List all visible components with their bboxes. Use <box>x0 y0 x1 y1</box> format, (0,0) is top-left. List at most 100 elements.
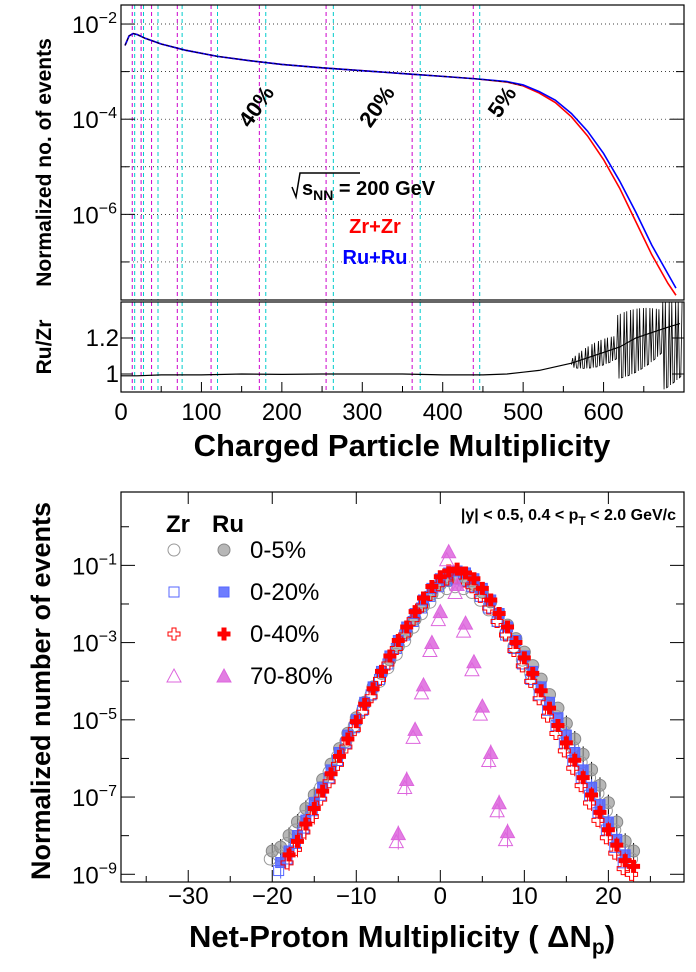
y-tick-label: 10−1 <box>72 551 117 580</box>
x-tick-label: −10 <box>336 883 377 910</box>
sqrt-symbol <box>291 172 360 200</box>
data-point-zr <box>480 752 497 768</box>
legend-marker-ru <box>216 667 232 683</box>
y-tick-label: 10−4 <box>72 105 117 134</box>
y-axis-label: Ru/Zr <box>33 320 56 375</box>
data-point-zr <box>557 744 571 758</box>
legend-label: 70-80% <box>250 663 333 690</box>
data-point-zr <box>347 723 361 737</box>
x-axis-label: Net-Proton Multiplicity ( ΔNp) <box>189 919 615 959</box>
x-tick-label: 200 <box>262 399 302 426</box>
x-axis-label: Charged Particle Multiplicity <box>194 428 612 463</box>
legend-label: 0-5% <box>250 537 306 564</box>
data-point-zr <box>532 692 546 706</box>
x-tick-label: 100 <box>181 399 221 426</box>
top-upper-panel: 10−2 10−4 10−6 Normalized no. of events 40% 2… <box>33 4 685 301</box>
data-point-zr <box>447 584 463 600</box>
ratio-noise <box>571 301 683 390</box>
x-tick-label: 10 <box>511 883 538 910</box>
data-point-zr <box>464 661 480 677</box>
legend-header-ru: Ru <box>212 511 244 538</box>
bottom-panel: Zr Ru0-5% 0-20% 0-40% 70-80% −30 −20 −10 0 10 20 10… <box>26 491 685 959</box>
x-tick-label: 0 <box>434 883 447 910</box>
data-point-zr <box>364 690 378 704</box>
data-point-zr <box>497 831 514 847</box>
legend-marker-zr <box>167 627 181 641</box>
data-point-zr <box>455 623 472 638</box>
data-point-zr <box>330 757 344 771</box>
data-point-zr <box>430 611 447 627</box>
plot-frame <box>120 301 685 393</box>
legend-box <box>155 502 360 698</box>
data-point-zr <box>388 833 405 849</box>
centrality-label: 20% <box>354 81 400 131</box>
data-point-zr <box>591 813 605 827</box>
data-point-zr <box>541 709 555 723</box>
data-point-zr <box>490 614 504 628</box>
data-point-zr <box>280 856 294 870</box>
data-point-zr <box>288 842 302 856</box>
legend-marker-zr <box>166 667 182 683</box>
data-point-zr <box>489 802 505 818</box>
legend-marker-ru <box>217 627 231 641</box>
x-tick-label: 20 <box>595 883 622 910</box>
x-tick-label: 300 <box>342 399 382 426</box>
legend-marker-ru <box>217 543 231 557</box>
data-point-zr <box>372 672 386 686</box>
energy-label: sNN = 200 GeV <box>302 178 436 203</box>
data-point-zr <box>431 578 445 592</box>
legend-entry: Ru+Ru <box>343 247 408 269</box>
y-axis-label: Normalized no. of events <box>33 38 56 287</box>
x-tick-label: 500 <box>503 399 543 426</box>
centrality-label: 40% <box>233 81 279 131</box>
data-point-zr <box>515 659 529 673</box>
legend-label: 0-20% <box>250 579 319 606</box>
data-point-zr <box>438 551 455 567</box>
legend-entry: Zr+Zr <box>349 216 401 238</box>
y-tick-label: 1.2 <box>86 325 119 352</box>
data-point-zr <box>381 657 395 671</box>
legend-header-zr: Zr <box>166 511 190 538</box>
data-point-zr <box>465 580 479 594</box>
data-point-zr <box>566 761 580 775</box>
data-point-zr <box>422 642 438 657</box>
y-tick-label: 10−9 <box>72 860 117 889</box>
x-tick-label: 400 <box>423 399 463 426</box>
data-point-zr <box>599 831 613 845</box>
x-tick-label: 600 <box>584 399 624 426</box>
data-point-zr <box>473 589 487 603</box>
top-ratio-panel: 1 1.2 0 100 200 300 400 500 600 Ru/Zr Charged Part… <box>33 301 685 463</box>
data-point-zr <box>396 779 413 795</box>
y-tick-label: 10−6 <box>72 200 117 229</box>
data-point-zr <box>314 792 328 806</box>
data-point-zr <box>398 628 412 642</box>
data-point-zr <box>524 674 538 688</box>
plot-frame <box>120 491 685 883</box>
centrality-label: 5% <box>483 82 522 122</box>
data-point-zr <box>413 684 430 700</box>
data-point-zr <box>549 726 563 740</box>
data-point-zr <box>339 740 353 754</box>
legend-label: 0-40% <box>250 621 319 648</box>
x-tick-label: −30 <box>168 883 209 910</box>
y-tick-label: 10−2 <box>72 10 117 39</box>
x-tick-label: 0 <box>114 399 127 426</box>
data-point-zr <box>583 796 597 810</box>
data-point-zr <box>423 587 437 601</box>
data-point-zr <box>625 867 639 881</box>
plot-frame <box>120 4 685 301</box>
data-point-zr <box>389 642 403 656</box>
data-point-zr <box>356 705 370 719</box>
data-point-zr <box>406 613 420 627</box>
series-overlay-line <box>124 33 524 87</box>
y-tick-label: 10−5 <box>72 706 117 735</box>
data-point-zr <box>574 779 588 793</box>
y-axis-label: Normalized number of events <box>26 502 56 880</box>
data-point-zr <box>322 775 336 789</box>
legend-marker-zr <box>167 543 181 557</box>
data-point-zr <box>499 628 513 642</box>
legend-marker-ru <box>218 586 230 598</box>
x-tick-label: −20 <box>252 883 293 910</box>
kinematics-label: |y| < 0.5, 0.4 < pT < 2.0 GeV/c <box>461 507 676 528</box>
